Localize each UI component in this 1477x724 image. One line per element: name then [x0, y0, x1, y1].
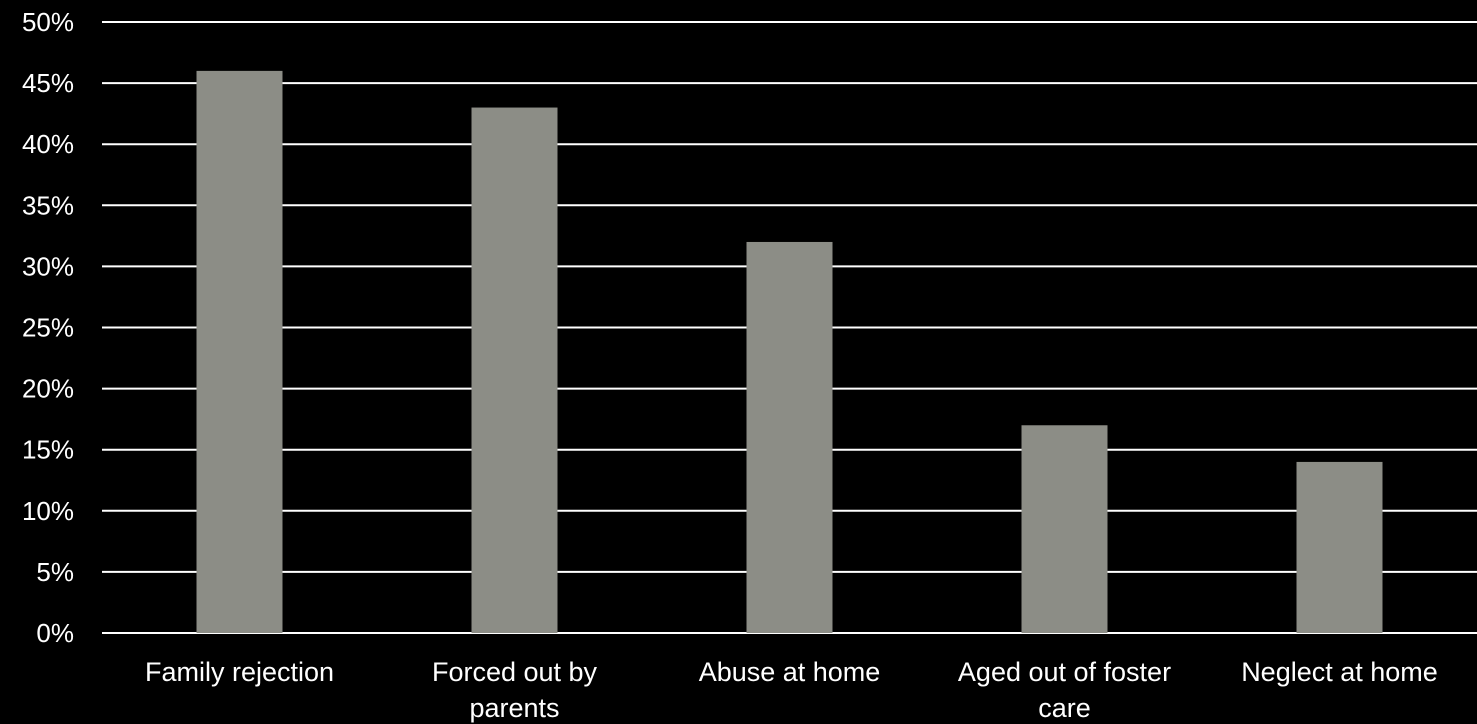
y-tick-label: 0%: [36, 618, 74, 648]
bar: [746, 241, 833, 633]
bar: [1021, 425, 1108, 633]
bar: [1296, 461, 1383, 633]
y-tick-label: 5%: [36, 557, 74, 587]
bar: [471, 107, 558, 634]
y-tick-label: 40%: [22, 129, 74, 159]
y-tick-label: 10%: [22, 496, 74, 526]
bar: [196, 70, 283, 633]
x-category-label: Abuse at home: [699, 657, 881, 687]
y-tick-label: 35%: [22, 190, 74, 220]
x-category-label: Neglect at home: [1241, 657, 1438, 687]
x-category-label: Aged out of foster care: [958, 657, 1171, 723]
y-tick-label: 20%: [22, 374, 74, 404]
y-axis-tick-labels: 0% 5% 10% 15% 20% 25% 30% 35% 40% 45% 50%: [22, 7, 74, 648]
y-tick-label: 30%: [22, 251, 74, 281]
bars: [196, 70, 1383, 634]
y-tick-label: 25%: [22, 313, 74, 343]
y-tick-label: 45%: [22, 68, 74, 98]
x-axis-category-labels: Family rejection Forced out by parents Abus…: [145, 657, 1438, 723]
y-tick-label: 50%: [22, 7, 74, 37]
x-category-label: Family rejection: [145, 657, 334, 687]
x-category-label: Forced out by parents: [432, 657, 598, 723]
y-tick-label: 15%: [22, 435, 74, 465]
